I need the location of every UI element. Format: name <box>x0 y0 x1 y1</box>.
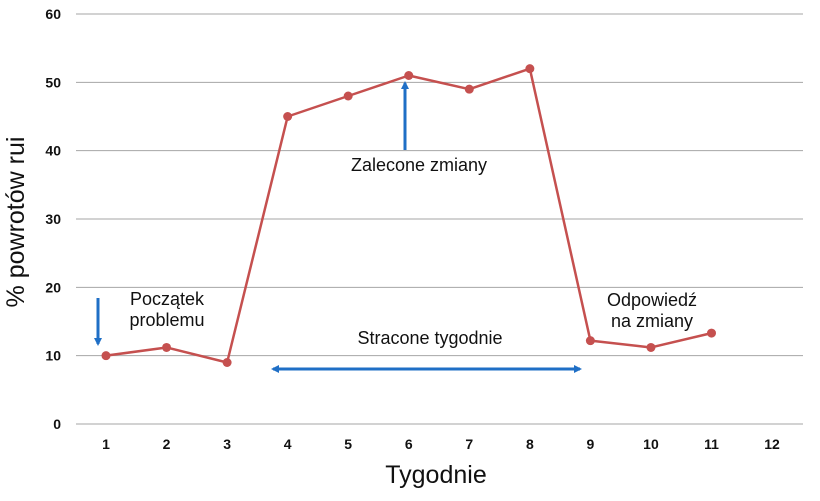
y-axis-label: % powrotów rui <box>2 137 30 308</box>
x-tick-label: 2 <box>163 436 171 452</box>
x-tick-label: 5 <box>344 436 352 452</box>
data-point <box>585 336 595 346</box>
data-point <box>525 64 535 74</box>
annotation-lost: Stracone tygodnie <box>357 328 502 348</box>
x-tick-label: 10 <box>643 436 659 452</box>
y-tick-label: 0 <box>53 416 61 432</box>
series-line <box>101 64 716 367</box>
x-tick-label: 11 <box>704 436 719 452</box>
y-tick-label: 20 <box>45 279 61 295</box>
data-point <box>646 342 656 352</box>
y-tick-label: 60 <box>45 6 61 22</box>
y-tick-label: 10 <box>45 348 61 364</box>
y-tick-label: 50 <box>45 74 61 90</box>
annotation-start-1: Początek <box>130 289 205 309</box>
annotation-recommended: Zalecone zmiany <box>351 155 487 175</box>
y-tick-label: 30 <box>45 211 61 227</box>
y-tick-label: 40 <box>45 143 61 159</box>
x-tick-label: 6 <box>405 436 413 452</box>
annotation-response-2: na zmiany <box>611 311 693 331</box>
y-tick-labels: 0 10 20 30 40 50 60 <box>45 6 61 432</box>
data-point <box>464 84 474 94</box>
x-axis-label: Tygodnie <box>385 461 486 489</box>
data-point <box>162 342 172 352</box>
x-tick-label: 3 <box>223 436 231 452</box>
x-tick-label: 8 <box>526 436 534 452</box>
x-tick-label: 1 <box>102 436 110 452</box>
x-tick-labels: 1 2 3 4 5 6 7 8 9 10 11 12 <box>102 436 780 452</box>
annotation-response-1: Odpowiedź <box>607 290 697 310</box>
x-tick-label: 4 <box>284 436 292 452</box>
gridlines <box>76 13 803 425</box>
data-point <box>707 328 716 338</box>
data-point <box>283 112 293 121</box>
x-tick-label: 12 <box>764 436 780 452</box>
data-point <box>101 351 111 361</box>
x-tick-label: 9 <box>587 436 595 452</box>
data-point <box>343 91 353 101</box>
annotation-start-2: problemu <box>129 310 204 330</box>
data-point <box>404 71 414 80</box>
data-point <box>222 358 232 367</box>
x-tick-label: 7 <box>465 436 473 452</box>
